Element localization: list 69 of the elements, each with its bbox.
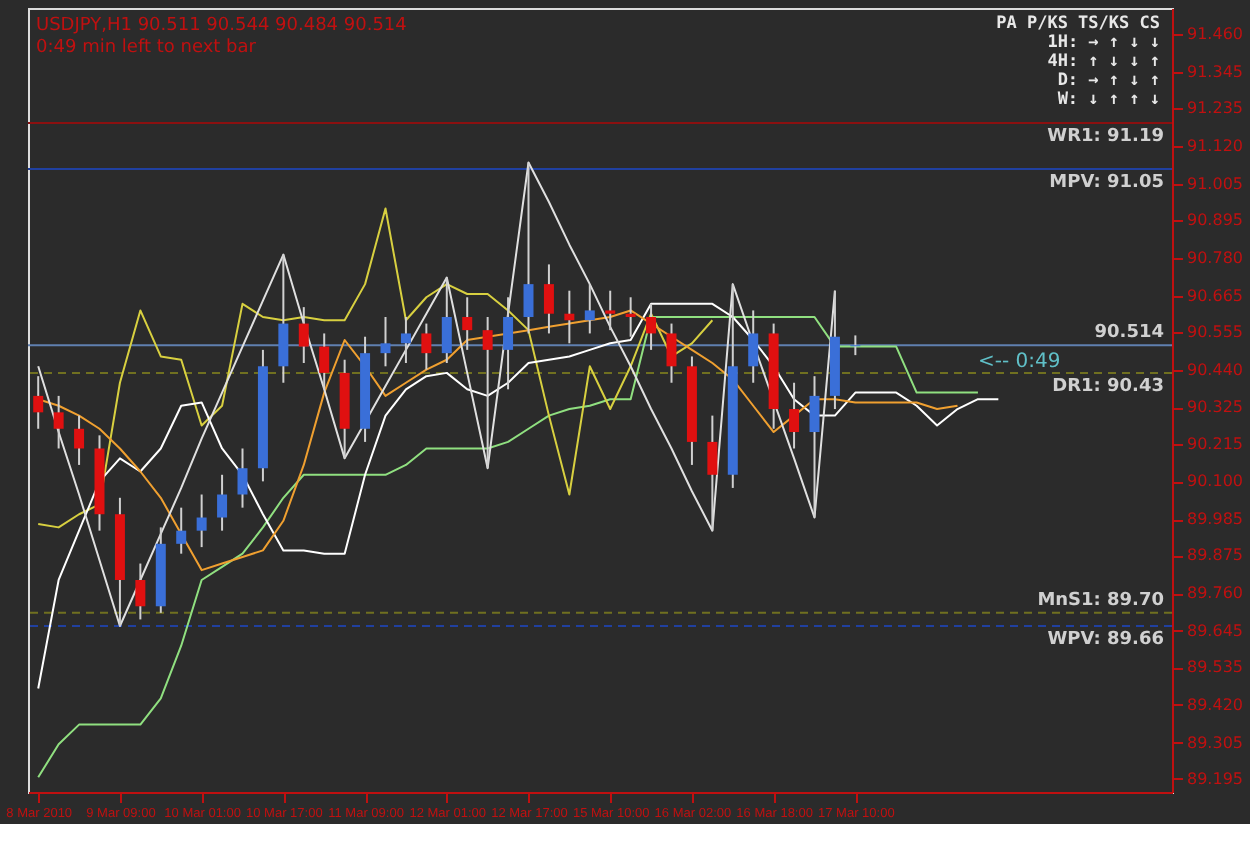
candlestick: [503, 296, 514, 391]
annotation: 4H: ↑ ↓ ↓ ↑: [1047, 52, 1160, 72]
candlestick: [400, 316, 411, 365]
candlestick: [850, 334, 861, 357]
y-tick-label: 91.235: [1187, 99, 1243, 118]
candlestick: [74, 414, 85, 466]
candlestick: [748, 309, 759, 384]
candlestick: [564, 289, 575, 345]
candlestick: [666, 322, 677, 384]
text: 0:49 min left to next bar: [36, 38, 257, 58]
candlestick: [319, 332, 330, 391]
y-tick-label: 90.325: [1187, 398, 1243, 417]
y-tick-label: 89.420: [1187, 695, 1243, 714]
candlestick: [53, 394, 64, 450]
y-tick-label: 90.440: [1187, 360, 1243, 379]
y-tick-label: 90.215: [1187, 434, 1243, 453]
y-tick-label: 90.100: [1187, 472, 1243, 491]
y-tick-label: 91.345: [1187, 63, 1243, 82]
candlestick: [217, 473, 228, 532]
y-tick-label: 89.535: [1187, 658, 1243, 677]
candlestick: [707, 414, 718, 532]
annotation: 1H: → ↑ ↓ ↓: [1047, 33, 1160, 53]
candlestick: [196, 493, 207, 549]
y-tick-label: 89.875: [1187, 546, 1243, 565]
y-tick-label: 89.305: [1187, 733, 1243, 752]
line-series: [37, 207, 714, 529]
candlestick: [298, 306, 309, 365]
y-tick-label: 91.005: [1187, 174, 1243, 193]
ref-line-label: WR1: 91.19: [1047, 127, 1164, 148]
candlestick: [380, 316, 391, 368]
y-tick-label: 91.460: [1187, 25, 1243, 44]
y-tick-label: 89.760: [1187, 584, 1243, 603]
annotation: D: → ↑ ↓ ↑: [1057, 71, 1160, 91]
candlestick: [584, 283, 595, 335]
line-series: [37, 161, 836, 627]
candlestick: [278, 253, 289, 384]
annotation: PA P/KS TS/KS CS: [996, 14, 1160, 34]
line-series: [37, 316, 979, 779]
ref-line-label: MnS1: 89.70: [1037, 590, 1164, 611]
candlestick: [135, 562, 146, 621]
y-tick-label: 89.195: [1187, 769, 1243, 788]
candlestick: [441, 276, 452, 365]
y-tick-label: 90.895: [1187, 211, 1243, 230]
candlestick: [543, 263, 554, 335]
candlestick: [237, 447, 248, 509]
y-tick-label: 89.645: [1187, 621, 1243, 640]
candlestick: [625, 296, 636, 338]
candlestick: [789, 381, 800, 450]
candlestick: [33, 375, 44, 430]
ref-line-label: MPV: 91.05: [1049, 173, 1164, 194]
chart-title: USDJPY,H1 90.511 90.544 90.484 90.514: [36, 16, 408, 36]
candlestick: [482, 316, 493, 470]
candlestick: [646, 302, 657, 351]
candlestick: [421, 322, 432, 371]
candlestick: [523, 161, 534, 335]
candlestick: [176, 506, 187, 555]
y-tick-label: 90.555: [1187, 322, 1243, 341]
candlestick: [809, 375, 820, 519]
candlestick: [605, 289, 616, 332]
annotation: W: ↓ ↑ ↑ ↓: [1057, 90, 1160, 110]
y-tick-label: 89.985: [1187, 510, 1243, 529]
candlestick: [462, 296, 473, 351]
annotation: <-- 0:49: [977, 351, 1061, 374]
ref-line-label: WPV: 89.66: [1047, 630, 1164, 650]
y-tick-label: 91.120: [1187, 137, 1243, 156]
y-tick-label: 90.780: [1187, 248, 1243, 267]
ref-line-label: 90.514: [1094, 323, 1164, 344]
y-tick-label: 90.665: [1187, 286, 1243, 305]
ref-line-label: DR1: 90.43: [1052, 376, 1164, 397]
